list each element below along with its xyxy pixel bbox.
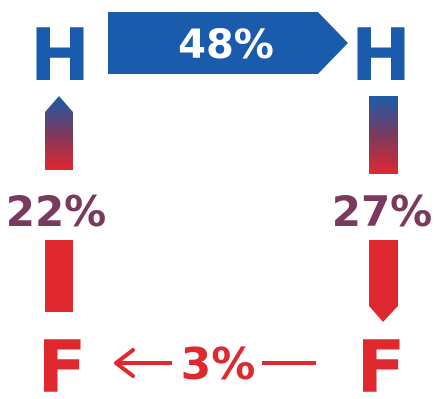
- label-bottom-f-to-f: 3%: [181, 339, 256, 390]
- arrow-bottom-f-to-f: [114, 348, 316, 378]
- node-top-right: H: [351, 13, 411, 97]
- label-top-h-to-h: 48%: [178, 22, 274, 68]
- arrow-top-h-to-h: [108, 12, 348, 74]
- node-bottom-left: F: [37, 325, 86, 399]
- arrow-left-f-to-h-upper: [45, 96, 73, 170]
- node-bottom-right: F: [356, 325, 405, 399]
- node-top-left: H: [30, 13, 90, 97]
- label-right-h-to-f: 27%: [332, 187, 433, 236]
- arrow-left-f-to-h-lower: [45, 240, 73, 312]
- arrow-right-h-to-f-upper: [369, 96, 398, 174]
- label-left-f-to-h: 22%: [6, 187, 107, 236]
- arrow-right-h-to-f-lower: [369, 240, 398, 322]
